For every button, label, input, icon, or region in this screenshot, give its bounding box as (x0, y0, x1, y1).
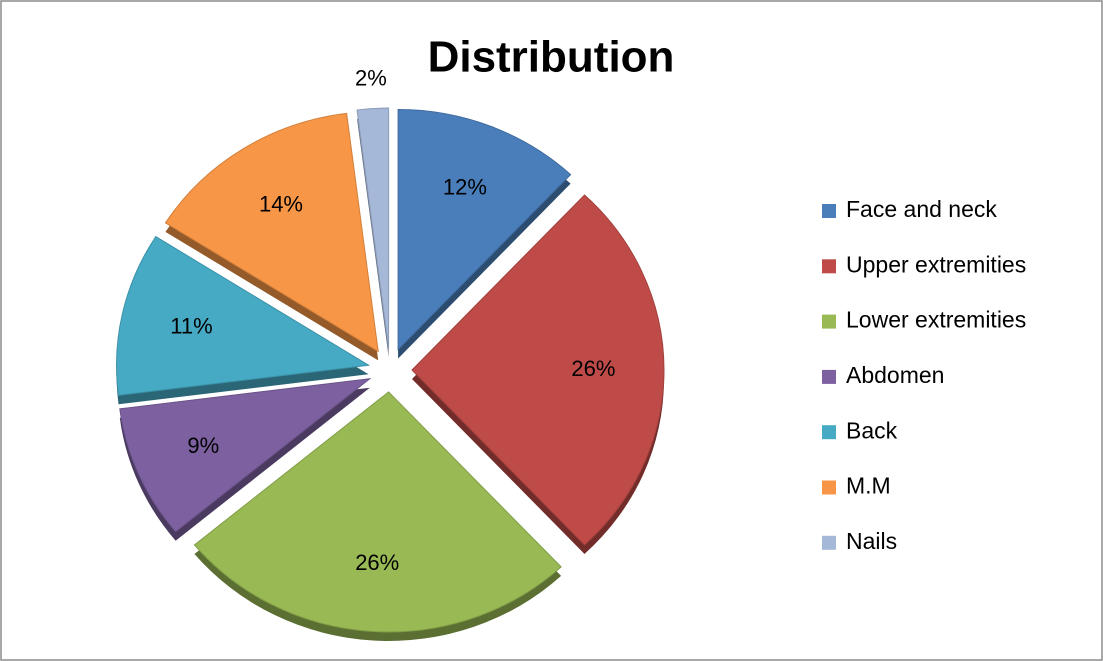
chart-title: Distribution (428, 33, 675, 82)
legend-label: Face and neck (846, 196, 997, 222)
slice (116, 235, 371, 396)
data-label: 14% (259, 191, 303, 216)
legend-label: M.M (846, 473, 891, 499)
legend-swatch (822, 259, 836, 274)
data-label: 11% (170, 313, 212, 338)
data-label: 9% (187, 433, 219, 458)
slice (411, 194, 665, 546)
legend-label: Abdomen (846, 362, 944, 388)
slice (119, 378, 372, 533)
slice (397, 109, 572, 351)
legend-swatch (822, 425, 836, 440)
legend-label: Upper extremities (846, 251, 1026, 277)
data-label: 2% (355, 66, 387, 91)
data-label: 26% (355, 550, 399, 575)
data-label: 26% (571, 356, 615, 381)
legend-swatch (822, 535, 836, 550)
legend-swatch (822, 204, 836, 218)
legend-label: Lower extremities (846, 307, 1026, 333)
legend-label: Back (846, 417, 898, 443)
legend-swatch (822, 369, 836, 384)
data-label: 12% (443, 175, 487, 200)
slice (193, 391, 562, 633)
legend-label: Nails (846, 528, 897, 554)
slice (356, 107, 390, 349)
legend-swatch (822, 314, 836, 329)
slice (164, 112, 379, 353)
legend-swatch (822, 480, 836, 495)
